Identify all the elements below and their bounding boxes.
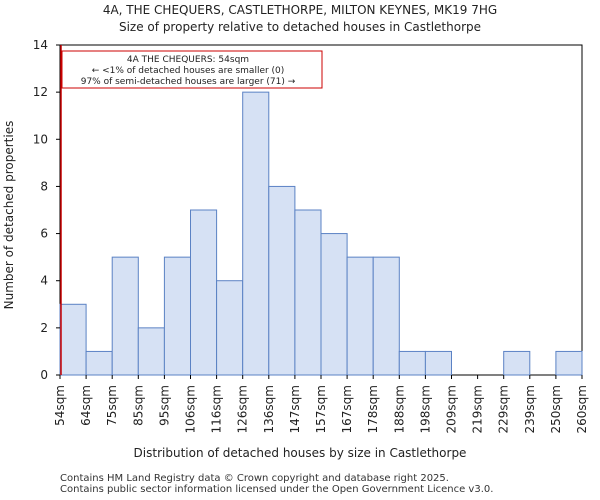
- x-tick-label: 95sqm: [157, 385, 171, 426]
- footer-line-2: Contains public sector information licen…: [60, 484, 494, 495]
- bar-167sqm: [346, 256, 374, 376]
- bar-229sqm: [503, 350, 531, 376]
- x-tick-label: 239sqm: [523, 385, 537, 433]
- bar-106sqm: [190, 209, 218, 376]
- bar-64sqm: [85, 350, 113, 376]
- annotation-line-2: ← <1% of detached houses are smaller (0): [92, 66, 285, 76]
- bar-157sqm: [320, 233, 348, 376]
- bar-178sqm: [372, 256, 400, 376]
- bar-188sqm: [398, 350, 426, 376]
- x-tick-label: 75sqm: [105, 385, 119, 426]
- y-tick-label: 12: [33, 85, 48, 99]
- x-tick-label: 260sqm: [575, 385, 589, 433]
- x-axis-label: Distribution of detached houses by size …: [134, 446, 467, 460]
- x-tick-label: 188sqm: [392, 385, 406, 433]
- x-tick-label: 106sqm: [184, 385, 198, 433]
- x-tick-label: 250sqm: [549, 385, 563, 433]
- x-tick-label: 198sqm: [418, 385, 432, 433]
- chart-subtitle: Size of property relative to detached ho…: [119, 20, 481, 34]
- y-tick-label: 10: [33, 132, 48, 146]
- y-tick-label: 8: [40, 179, 48, 193]
- x-tick-label: 85sqm: [131, 385, 145, 426]
- y-axis-label: Number of detached properties: [2, 121, 16, 310]
- bar-116sqm: [216, 280, 244, 376]
- y-tick-label: 4: [40, 274, 48, 288]
- x-tick-label: 116sqm: [210, 385, 224, 433]
- x-tick-label: 157sqm: [314, 385, 328, 433]
- annotation-line-3: 97% of semi-detached houses are larger (…: [81, 77, 296, 87]
- y-axis: 0 2 4 6 8 10 12 14: [33, 38, 60, 382]
- x-tick-label: 147sqm: [288, 385, 302, 433]
- x-tick-label: 126sqm: [236, 385, 250, 433]
- bar-136sqm: [268, 185, 296, 376]
- x-tick-label: 54sqm: [53, 385, 67, 426]
- annotation-box: [61, 50, 323, 89]
- x-tick-label: 167sqm: [340, 385, 354, 433]
- bar-85sqm: [137, 327, 165, 376]
- bar-95sqm: [163, 256, 191, 376]
- y-tick-label: 14: [33, 38, 48, 52]
- chart-title: 4A, THE CHEQUERS, CASTLETHORPE, MILTON K…: [103, 3, 497, 17]
- x-tick-label: 219sqm: [471, 385, 485, 433]
- x-tick-label: 229sqm: [497, 385, 511, 433]
- bar-198sqm: [424, 350, 452, 376]
- x-tick-label: 136sqm: [262, 385, 276, 433]
- bar-75sqm: [111, 256, 139, 376]
- x-tick-label: 64sqm: [79, 385, 93, 426]
- x-tick-label: 178sqm: [366, 385, 380, 433]
- y-tick-label: 2: [40, 321, 48, 335]
- y-tick-label: 6: [40, 227, 48, 241]
- x-tick-label: 209sqm: [445, 385, 459, 433]
- bar-54sqm: [59, 303, 87, 376]
- y-tick-label: 0: [40, 368, 48, 382]
- footer-line-1: Contains HM Land Registry data © Crown c…: [60, 473, 449, 484]
- bar-126sqm: [242, 91, 270, 376]
- bars-group: [59, 91, 583, 376]
- x-axis: 54sqm 64sqm 75sqm 85sqm 95sqm 106sqm 116sqm 126…: [53, 375, 589, 433]
- bar-250sqm: [555, 350, 583, 376]
- annotation-line-1: 4A THE CHEQUERS: 54sqm: [127, 55, 249, 65]
- bar-147sqm: [294, 209, 322, 376]
